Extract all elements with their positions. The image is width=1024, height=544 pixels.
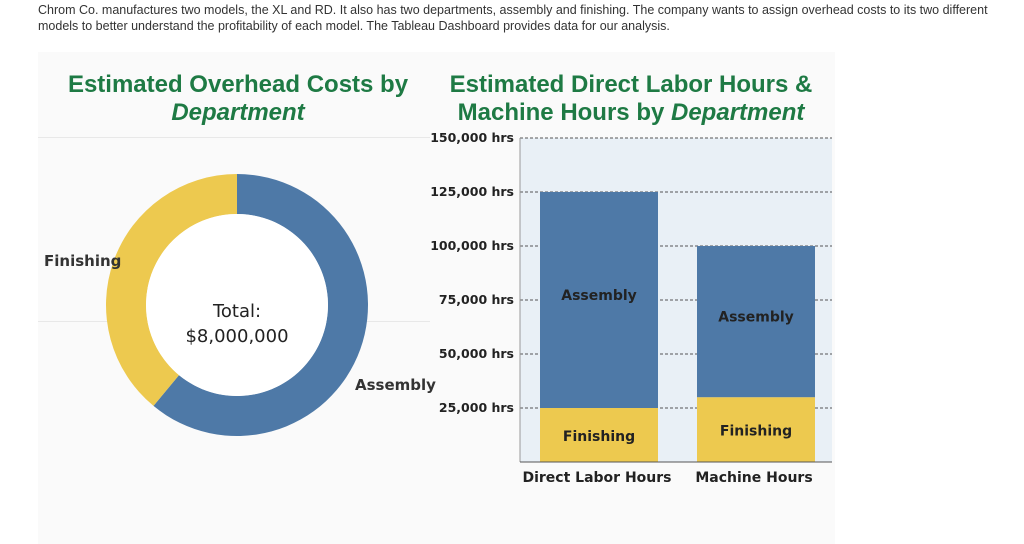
bar-label-assembly: Assembly [718, 310, 794, 326]
bar-label-assembly: Assembly [561, 288, 637, 304]
bar-segment-assembly [540, 192, 658, 408]
bar-title-line2-italic: Department [671, 99, 805, 126]
y-tick-label: 150,000 hrs [430, 130, 514, 145]
bar-label-finishing: Finishing [563, 429, 635, 445]
donut-slice-assembly [153, 174, 368, 437]
donut-chart-title: Estimated Overhead Costs by Department [50, 71, 426, 127]
donut-slice-finishing [105, 174, 237, 406]
donut-center-label: Total: [212, 301, 261, 322]
y-tick-label: 100,000 hrs [430, 238, 514, 253]
x-tick-label: Direct Labor Hours [522, 470, 671, 486]
bar-title-line1: Estimated Direct Labor Hours & [449, 71, 813, 98]
donut-hole [146, 214, 328, 396]
donut-center-value: $8,000,000 [185, 326, 288, 347]
y-tick-label: 75,000 hrs [439, 292, 514, 307]
bar-label-finishing: Finishing [720, 424, 792, 440]
x-tick-label: Machine Hours [695, 470, 812, 486]
y-tick-label: 25,000 hrs [439, 400, 514, 415]
donut-label-finishing: Finishing [44, 252, 121, 270]
bar-segment-finishing [540, 408, 658, 462]
donut-title-line2: Department [171, 99, 305, 126]
y-tick-label: 50,000 hrs [439, 346, 514, 361]
donut-top-divider [38, 137, 430, 138]
y-tick-label: 125,000 hrs [430, 184, 514, 199]
bar-segment-assembly [697, 246, 815, 398]
bar-title-line2: Machine Hours by [457, 99, 671, 126]
donut-title-line1: Estimated Overhead Costs by [67, 71, 409, 98]
bar-chart-title: Estimated Direct Labor Hours & Machine H… [432, 71, 830, 127]
donut-label-assembly: Assembly [355, 376, 436, 394]
intro-text: Chrom Co. manufactures two models, the X… [38, 3, 988, 33]
bar-segment-finishing [697, 397, 815, 462]
